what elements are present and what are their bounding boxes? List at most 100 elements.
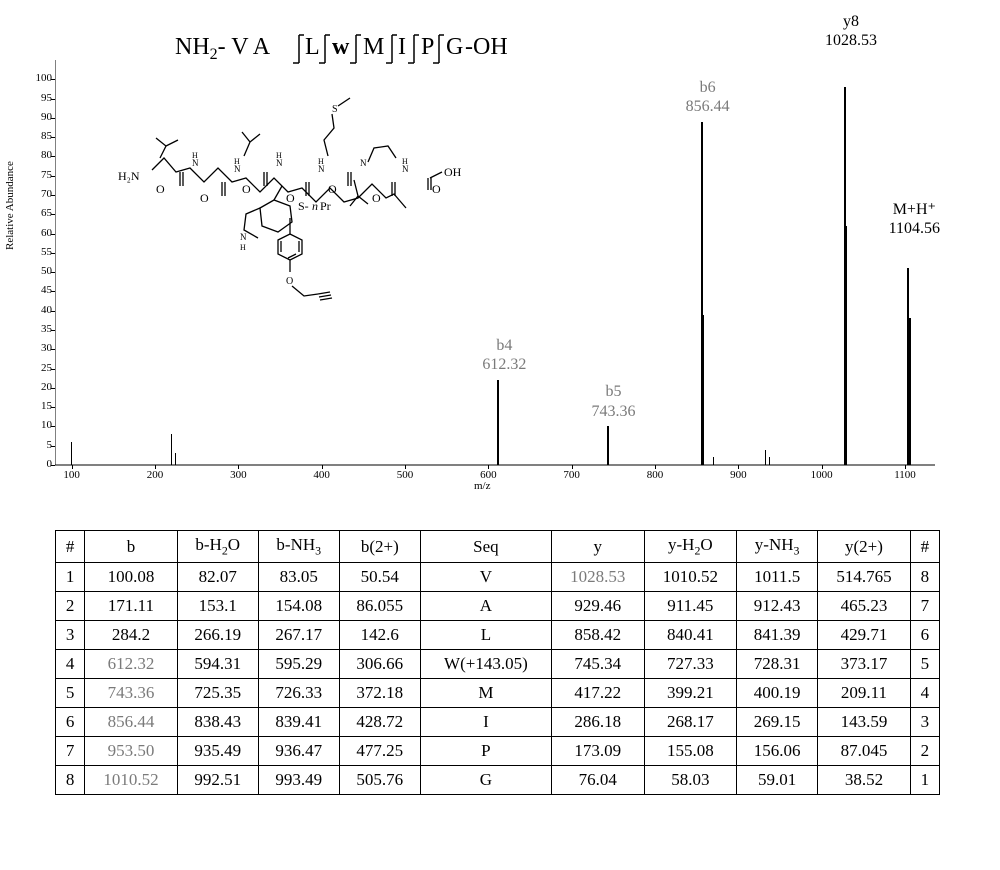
table-cell: 429.71 — [818, 621, 911, 650]
table-cell: L — [420, 621, 551, 650]
y-tick: 95 — [28, 92, 52, 104]
table-cell: A — [420, 592, 551, 621]
peak — [607, 426, 609, 465]
table-cell: 726.33 — [258, 679, 339, 708]
table-cell: 417.22 — [552, 679, 645, 708]
x-axis-label: m/z — [474, 480, 491, 492]
y-tick: 60 — [28, 227, 52, 239]
table-row: 3284.2266.19267.17142.6L858.42840.41841.… — [56, 621, 940, 650]
table-cell: 87.045 — [818, 737, 911, 766]
y-tick: 85 — [28, 130, 52, 142]
y-tick: 30 — [28, 342, 52, 354]
svg-text:w: w — [332, 34, 350, 60]
x-tick: 900 — [718, 469, 758, 481]
x-tick: 100 — [52, 469, 92, 481]
table-cell: 1010.52 — [85, 766, 178, 795]
table-cell: 7 — [910, 592, 939, 621]
table-row: 81010.52992.51993.49505.76G76.0458.0359.… — [56, 766, 940, 795]
table-cell: 373.17 — [818, 650, 911, 679]
table-header: y — [552, 531, 645, 563]
x-tick: 500 — [385, 469, 425, 481]
peak-label: b4612.32 — [462, 336, 546, 374]
table-cell: 745.34 — [552, 650, 645, 679]
table-row: 1100.0882.0783.0550.54V1028.531010.52101… — [56, 563, 940, 592]
table-cell: P — [420, 737, 551, 766]
table-row: 2171.11153.1154.0886.055A929.46911.45912… — [56, 592, 940, 621]
svg-text:L: L — [305, 34, 320, 60]
table-cell: 156.06 — [737, 737, 818, 766]
table-cell: 1 — [910, 766, 939, 795]
fragment-ion-table: #bb-H2Ob-NH3b(2+)Seqyy-H2Oy-NH3y(2+)# 11… — [55, 530, 940, 795]
x-tick: 1000 — [802, 469, 842, 481]
table-row: 7953.50935.49936.47477.25P173.09155.0815… — [56, 737, 940, 766]
x-tick: 600 — [468, 469, 508, 481]
peak — [175, 453, 176, 465]
table-cell: 911.45 — [644, 592, 737, 621]
x-tick: 700 — [552, 469, 592, 481]
table-cell: 728.31 — [737, 650, 818, 679]
table-cell: 2 — [56, 592, 85, 621]
table-cell: 477.25 — [339, 737, 420, 766]
svg-text:NH2- V A: NH2- V A — [175, 34, 271, 63]
table-cell: 7 — [56, 737, 85, 766]
svg-text:-OH: -OH — [465, 34, 508, 60]
table-cell: 306.66 — [339, 650, 420, 679]
table-cell: 465.23 — [818, 592, 911, 621]
y-tick: 20 — [28, 381, 52, 393]
y-axis-label: Relative Abundance — [4, 161, 16, 250]
y-tick: 50 — [28, 265, 52, 277]
table-cell: 153.1 — [177, 592, 258, 621]
y-tick: 15 — [28, 400, 52, 412]
table-cell: 505.76 — [339, 766, 420, 795]
peak — [71, 442, 73, 465]
table-header: # — [56, 531, 85, 563]
table-header: b(2+) — [339, 531, 420, 563]
peak — [765, 450, 766, 465]
y-tick: 100 — [28, 72, 52, 84]
peak-label: b6856.44 — [666, 78, 750, 116]
table-cell: 912.43 — [737, 592, 818, 621]
y-tick: 45 — [28, 284, 52, 296]
y-tick: 5 — [28, 439, 52, 451]
table-cell: 372.18 — [339, 679, 420, 708]
table-header: y-NH3 — [737, 531, 818, 563]
table-cell: I — [420, 708, 551, 737]
table-cell: 428.72 — [339, 708, 420, 737]
svg-text:P: P — [421, 34, 434, 60]
peak-label: b5743.36 — [572, 382, 656, 420]
table-cell: 594.31 — [177, 650, 258, 679]
table-cell: 858.42 — [552, 621, 645, 650]
table-cell: 3 — [56, 621, 85, 650]
table-cell: 8 — [910, 563, 939, 592]
table-cell: 1011.5 — [737, 563, 818, 592]
table-header: Seq — [420, 531, 551, 563]
table-cell: 1028.53 — [552, 563, 645, 592]
table-cell: 6 — [56, 708, 85, 737]
x-tick: 300 — [218, 469, 258, 481]
y-tick: 25 — [28, 362, 52, 374]
table-header: b-NH3 — [258, 531, 339, 563]
peak-label: M+H⁺1104.56 — [872, 200, 956, 238]
table-cell: 59.01 — [737, 766, 818, 795]
table-cell: 143.59 — [818, 708, 911, 737]
table-cell: 5 — [56, 679, 85, 708]
table-cell: 155.08 — [644, 737, 737, 766]
table-cell: 936.47 — [258, 737, 339, 766]
table-cell: 58.03 — [644, 766, 737, 795]
table-cell: 727.33 — [644, 650, 737, 679]
y-tick: 80 — [28, 149, 52, 161]
table-cell: 856.44 — [85, 708, 178, 737]
table-cell: 595.29 — [258, 650, 339, 679]
table-cell: 953.50 — [85, 737, 178, 766]
table-cell: 171.11 — [85, 592, 178, 621]
table-cell: 839.41 — [258, 708, 339, 737]
table-cell: 268.17 — [644, 708, 737, 737]
table-cell: 4 — [910, 679, 939, 708]
table-row: 5743.36725.35726.33372.18M417.22399.2140… — [56, 679, 940, 708]
table-header: # — [910, 531, 939, 563]
table-header: b — [85, 531, 178, 563]
table-cell: 838.43 — [177, 708, 258, 737]
peak — [713, 457, 714, 465]
table-cell: 100.08 — [85, 563, 178, 592]
table-cell: 154.08 — [258, 592, 339, 621]
